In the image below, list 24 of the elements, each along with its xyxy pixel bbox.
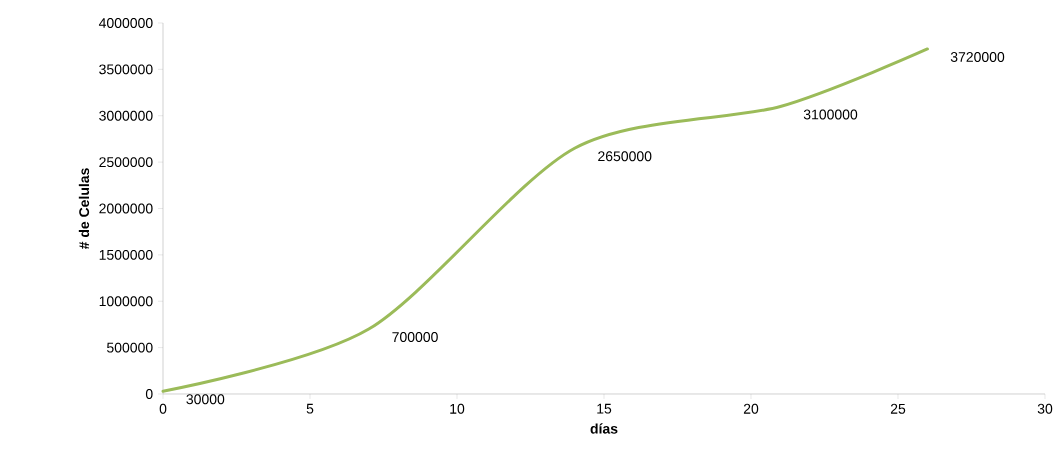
y-tick-label: 1500000 xyxy=(99,249,153,260)
y-tick-label: 2000000 xyxy=(99,203,153,214)
x-tick-label: 25 xyxy=(890,403,906,414)
x-tick-label: 10 xyxy=(450,403,465,414)
y-tick-label: 1000000 xyxy=(99,296,153,307)
y-tick-label: 3000000 xyxy=(99,110,153,121)
y-axis-title: # de Celulas xyxy=(78,168,90,250)
x-tick-label: 15 xyxy=(597,403,612,414)
data-label: 2650000 xyxy=(598,151,652,162)
x-tick-label: 20 xyxy=(743,403,759,414)
y-tick-label: 0 xyxy=(145,389,153,399)
data-label: 700000 xyxy=(392,332,438,343)
data-label: 30000 xyxy=(186,394,225,405)
y-tick-label: 3500000 xyxy=(99,64,153,75)
y-tick-label: 4000000 xyxy=(98,18,153,28)
x-axis-title: días xyxy=(590,423,618,434)
y-tick-label: 500000 xyxy=(106,342,153,353)
data-label: 3100000 xyxy=(803,109,858,120)
data-label: 3720000 xyxy=(950,52,1005,62)
line-series xyxy=(161,47,929,393)
x-tick-label: 0 xyxy=(159,403,167,414)
x-tick-label: 30 xyxy=(1037,403,1053,414)
y-tick-label: 2500000 xyxy=(99,157,153,168)
x-tick-label: 5 xyxy=(306,403,314,414)
